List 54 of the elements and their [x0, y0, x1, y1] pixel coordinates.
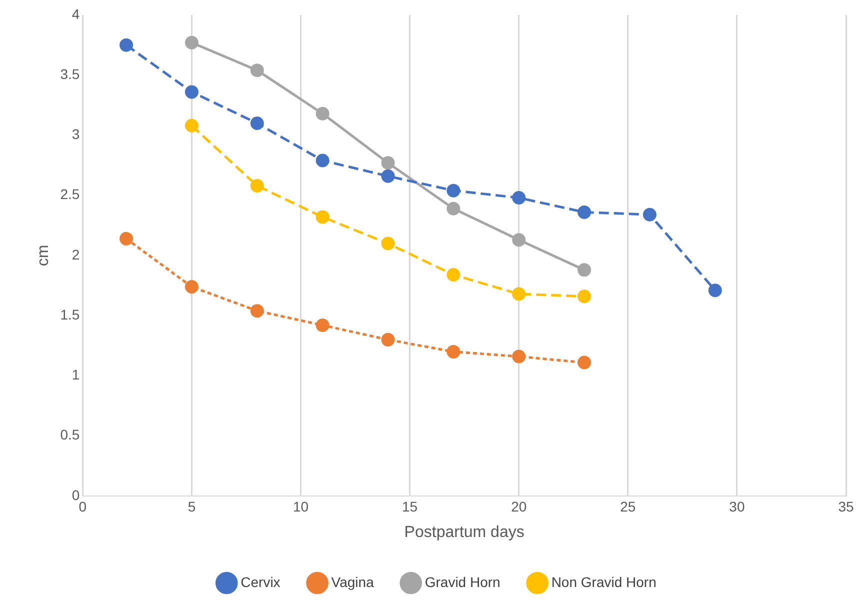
point: [446, 202, 460, 216]
point: [250, 116, 264, 130]
point: [512, 287, 526, 301]
point: [381, 169, 395, 183]
point: [512, 191, 526, 205]
legend-label: Vagina: [331, 574, 374, 590]
point: [184, 280, 198, 294]
point: [316, 106, 330, 120]
point: [184, 118, 198, 132]
point: [250, 304, 264, 318]
legend-label: Non Gravid Horn: [551, 574, 656, 590]
x-tick-label: 15: [402, 498, 418, 514]
point: [446, 184, 460, 198]
x-axis-title: Postpartum days: [404, 524, 524, 541]
point: [316, 318, 330, 332]
point: [512, 233, 526, 247]
y-tick-label: 0.5: [60, 426, 80, 443]
y-tick-label: 2: [72, 246, 80, 262]
point: [250, 64, 264, 78]
y-tick-label: 1.5: [60, 306, 80, 322]
point: [184, 36, 198, 50]
x-tick-label: 35: [838, 498, 854, 514]
point: [578, 356, 592, 370]
point: [250, 179, 264, 193]
point: [578, 205, 592, 219]
y-tick-label: 3.5: [60, 66, 80, 82]
y-tick-label: 0: [72, 486, 80, 503]
legend-label: Gravid Horn: [424, 574, 500, 590]
y-tick-label: 2.5: [60, 186, 80, 202]
x-tick-label: 10: [292, 498, 309, 514]
y-tick-label: 4: [72, 6, 80, 22]
y-axis-title: cm: [35, 244, 52, 266]
point: [381, 156, 395, 170]
point: [316, 154, 330, 168]
point: [446, 344, 460, 358]
point: [381, 332, 395, 346]
point: [316, 210, 330, 224]
x-tick-label: 30: [729, 498, 745, 514]
point: [120, 232, 134, 246]
point: [642, 208, 656, 222]
point: [578, 290, 592, 304]
y-tick-label: 3: [72, 126, 80, 142]
point: [708, 284, 722, 298]
point: [381, 236, 395, 250]
point: [578, 263, 592, 277]
x-tick-label: 5: [188, 498, 196, 514]
point: [184, 85, 198, 99]
x-tick-label: 20: [511, 498, 527, 514]
x-tick-label: 25: [620, 498, 636, 514]
legend-label: Cervix: [240, 574, 280, 590]
point: [512, 350, 526, 364]
point: [120, 38, 134, 52]
y-tick-label: 1: [72, 366, 80, 383]
point: [446, 268, 460, 282]
